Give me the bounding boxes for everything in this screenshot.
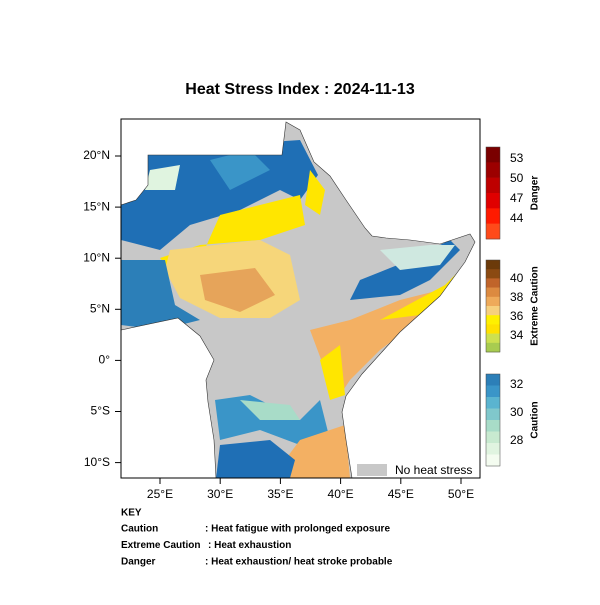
lat-label: 5°N [90, 301, 110, 315]
lon-label: 40°E [328, 487, 354, 501]
colorbar-segment [486, 397, 500, 409]
colorbar-segment [486, 420, 500, 432]
key-text: Danger [121, 557, 156, 568]
colorbar-segment [486, 287, 500, 298]
colorbar-segment [486, 208, 500, 224]
colorbar-segment [486, 260, 500, 270]
colorbar-segment [486, 315, 500, 325]
key-text: : Heat fatigue with prolonged exposure [205, 524, 390, 535]
colorbar-segment [486, 269, 500, 279]
colorbar-title: Extreme Caution [530, 266, 541, 345]
colorbar-segment [486, 333, 500, 344]
colorbar-tick-label: 32 [510, 377, 524, 391]
colorbars: 53 50 47 44 Danger 40 38 36 34 Extreme Caution 32 3… [485, 146, 541, 467]
lon-label: 25°E [147, 487, 173, 501]
colorbar-frame [485, 146, 501, 240]
colorbar-title: Caution [530, 401, 541, 438]
colorbar-tick-label: 36 [510, 309, 524, 323]
colorbar-tick-label: 40 [510, 271, 524, 285]
colorbar-frame [485, 373, 501, 467]
colorbar-segment [486, 385, 500, 398]
title: Heat Stress Index : 2024-11-13 [185, 81, 415, 98]
key: Caution : Heat fatigue with prolonged exp… [121, 524, 393, 568]
colorbar-frame [485, 259, 501, 353]
colorbar-segment [486, 223, 500, 240]
map [121, 122, 475, 478]
colorbar-tick-label: 38 [510, 290, 524, 304]
no-stress-label: No heat stress [395, 463, 472, 477]
colorbar-segment [486, 278, 500, 288]
lon-label: 30°E [207, 487, 233, 501]
key-text: Caution [121, 524, 158, 535]
colorbar-segment [486, 408, 500, 421]
lon-label: 35°E [267, 487, 293, 501]
lat-label: 15°N [83, 199, 110, 213]
colorbar-tick-label: 30 [510, 405, 524, 419]
lon-label: 50°E [448, 487, 474, 501]
colorbar-segment [486, 454, 500, 467]
colorbar-segment [486, 193, 500, 209]
colorbar-segment [486, 306, 500, 316]
lat-label: 5°S [91, 404, 110, 418]
lat-label: 20°N [83, 148, 110, 162]
key-heading: KEY [121, 508, 142, 519]
colorbar-tick-label: 47 [510, 191, 524, 205]
colorbar-segment [486, 162, 500, 178]
colorbar-tick-label: 53 [510, 151, 524, 165]
colorbar-segment [486, 342, 500, 353]
colorbar-tick-label: 28 [510, 433, 524, 447]
colorbar-segment [486, 374, 500, 386]
colorbar-tick-label: 50 [510, 171, 524, 185]
colorbar-segment [486, 147, 500, 163]
colorbar-segment [486, 296, 500, 307]
colorbar-segment [486, 177, 500, 194]
key-text: : Heat exhaustion/ heat stroke probable [205, 557, 393, 568]
no-stress-swatch [357, 464, 387, 476]
lat-label: 10°S [84, 455, 110, 469]
colorbar-segment [486, 324, 500, 334]
key-text: : Heat exhaustion [208, 540, 291, 551]
colorbar-segment [486, 431, 500, 444]
colorbar-title: Danger [530, 176, 541, 211]
colorbar-tick-label: 44 [510, 211, 524, 225]
axes: 20°N 15°N 10°N 5°N 0° 5°S 10°S 25°E 30°E 35°E 40°E… [83, 148, 474, 501]
map-frame [120, 118, 481, 479]
colorbar-segment [486, 443, 500, 455]
key-text: Extreme Caution [121, 540, 200, 551]
lat-label: 10°N [83, 250, 110, 264]
lat-label: 0° [99, 353, 111, 367]
colorbar-tick-label: 34 [510, 328, 524, 342]
lon-label: 45°E [388, 487, 414, 501]
